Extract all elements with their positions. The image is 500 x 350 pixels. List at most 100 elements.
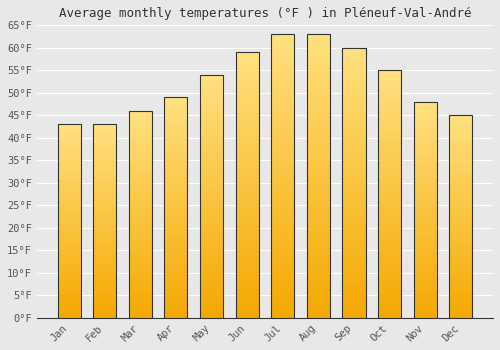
Bar bbox=[128, 229, 152, 231]
Bar bbox=[271, 91, 294, 94]
Bar bbox=[378, 117, 401, 120]
Bar bbox=[271, 117, 294, 119]
Bar bbox=[449, 166, 472, 168]
Bar bbox=[449, 267, 472, 269]
Bar bbox=[342, 113, 365, 115]
Bar bbox=[236, 65, 258, 68]
Bar bbox=[307, 273, 330, 275]
Bar bbox=[200, 274, 223, 276]
Bar bbox=[93, 181, 116, 182]
Bar bbox=[307, 173, 330, 176]
Bar bbox=[414, 108, 436, 111]
Bar bbox=[271, 40, 294, 43]
Bar bbox=[200, 135, 223, 138]
Bar bbox=[58, 176, 80, 178]
Bar bbox=[58, 308, 80, 310]
Bar bbox=[128, 164, 152, 167]
Bar bbox=[128, 196, 152, 198]
Bar bbox=[128, 186, 152, 187]
Bar bbox=[307, 94, 330, 97]
Bar bbox=[128, 144, 152, 146]
Bar bbox=[58, 165, 80, 167]
Bar bbox=[342, 307, 365, 310]
Bar bbox=[378, 229, 401, 231]
Bar bbox=[449, 204, 472, 206]
Bar bbox=[236, 238, 258, 241]
Bar bbox=[342, 137, 365, 140]
Bar bbox=[58, 264, 80, 266]
Bar bbox=[271, 284, 294, 287]
Bar bbox=[307, 236, 330, 238]
Bar bbox=[449, 304, 472, 306]
Bar bbox=[58, 314, 80, 316]
Bar bbox=[128, 169, 152, 171]
Bar bbox=[200, 269, 223, 272]
Bar bbox=[236, 161, 258, 164]
Bar bbox=[271, 278, 294, 281]
Bar bbox=[449, 156, 472, 158]
Bar bbox=[200, 228, 223, 230]
Bar bbox=[342, 169, 365, 172]
Bar bbox=[164, 159, 188, 161]
Bar bbox=[164, 166, 188, 168]
Bar bbox=[414, 115, 436, 117]
Bar bbox=[200, 182, 223, 184]
Bar bbox=[378, 251, 401, 253]
Bar bbox=[164, 177, 188, 179]
Bar bbox=[449, 194, 472, 196]
Bar bbox=[236, 281, 258, 284]
Bar bbox=[236, 244, 258, 246]
Bar bbox=[200, 126, 223, 128]
Bar bbox=[128, 316, 152, 318]
Bar bbox=[271, 230, 294, 233]
Bar bbox=[449, 237, 472, 239]
Bar bbox=[449, 259, 472, 261]
Bar bbox=[200, 267, 223, 269]
Bar bbox=[128, 113, 152, 115]
Bar bbox=[414, 238, 436, 240]
Bar bbox=[58, 256, 80, 258]
Bar bbox=[449, 316, 472, 318]
Bar bbox=[307, 145, 330, 148]
Bar bbox=[342, 159, 365, 161]
Bar bbox=[449, 287, 472, 289]
Bar bbox=[93, 287, 116, 289]
Bar bbox=[307, 162, 330, 165]
Bar bbox=[164, 243, 188, 245]
Bar bbox=[449, 241, 472, 243]
Bar bbox=[200, 211, 223, 213]
Bar bbox=[200, 148, 223, 150]
Bar bbox=[414, 132, 436, 134]
Bar bbox=[342, 48, 365, 318]
Bar bbox=[93, 184, 116, 186]
Bar bbox=[164, 190, 188, 192]
Bar bbox=[449, 158, 472, 160]
Bar bbox=[449, 146, 472, 148]
Bar bbox=[378, 115, 401, 117]
Bar bbox=[414, 167, 436, 169]
Bar bbox=[128, 289, 152, 291]
Bar bbox=[342, 215, 365, 218]
Bar bbox=[164, 212, 188, 214]
Bar bbox=[414, 255, 436, 257]
Bar bbox=[307, 68, 330, 71]
Bar bbox=[58, 237, 80, 238]
Bar bbox=[414, 223, 436, 225]
Bar bbox=[236, 87, 258, 90]
Bar bbox=[164, 294, 188, 296]
Bar bbox=[93, 178, 116, 181]
Bar bbox=[164, 219, 188, 221]
Bar bbox=[414, 253, 436, 255]
Bar bbox=[307, 182, 330, 184]
Bar bbox=[271, 202, 294, 204]
Bar bbox=[93, 254, 116, 256]
Bar bbox=[128, 173, 152, 175]
Bar bbox=[378, 278, 401, 281]
Bar bbox=[378, 90, 401, 92]
Bar bbox=[164, 272, 188, 274]
Bar bbox=[449, 281, 472, 284]
Bar bbox=[414, 288, 436, 290]
Bar bbox=[236, 257, 258, 259]
Bar bbox=[342, 223, 365, 226]
Bar bbox=[307, 83, 330, 85]
